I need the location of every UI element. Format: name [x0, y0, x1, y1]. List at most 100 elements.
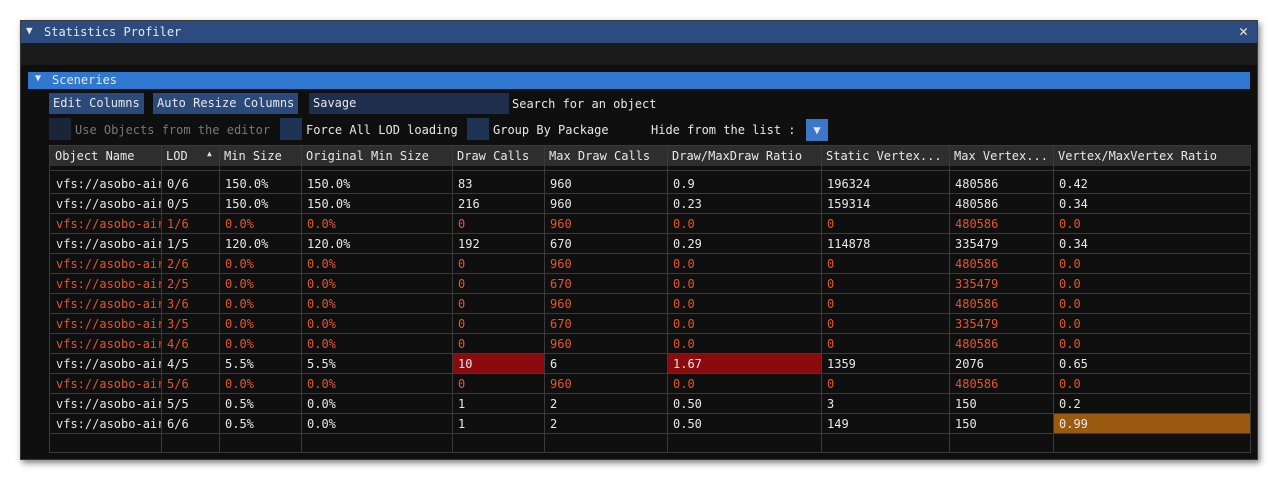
- table-cell: 0.9: [673, 177, 695, 191]
- table-cell: 335479: [955, 277, 999, 291]
- table-cell: 0.0%: [307, 337, 336, 351]
- button[interactable]: Auto Resize Columns: [153, 93, 299, 114]
- section-arrow: ▼: [35, 73, 42, 84]
- table-cell: 0.34: [1059, 237, 1088, 251]
- row-divider: [50, 233, 1250, 234]
- table-cell: 0: [827, 337, 835, 351]
- table-cell: 0.0%: [307, 297, 336, 311]
- hide-label: Hide from the list :: [651, 123, 796, 137]
- table-cell: 4/5: [167, 357, 189, 371]
- button[interactable]: Edit Columns: [49, 93, 144, 114]
- column-divider: [161, 146, 162, 452]
- column-divider: [821, 146, 822, 452]
- column-header[interactable]: Original Min Size: [306, 149, 429, 163]
- window: ▼ Statistics Profiler ✕ ▼ Sceneries Edit…: [20, 20, 1258, 460]
- table-cell: 335479: [955, 317, 999, 331]
- collapse-arrow[interactable]: ▼: [26, 24, 33, 37]
- table-cell: 83: [458, 177, 473, 191]
- column-header[interactable]: Static Vertex...: [826, 149, 942, 163]
- table-cell: 150: [955, 417, 977, 431]
- column-divider: [1053, 146, 1054, 452]
- row-divider: [50, 253, 1250, 254]
- column-divider: [301, 146, 302, 452]
- table-cell: vfs://asobo-air: [56, 257, 161, 271]
- table-cell: 192: [458, 237, 480, 251]
- column-header[interactable]: Min Size: [224, 149, 282, 163]
- table-cell: vfs://asobo-air: [56, 337, 161, 351]
- checkbox-label: Use Objects from the editor: [75, 123, 271, 137]
- checkbox[interactable]: [467, 118, 489, 140]
- checkbox[interactable]: [280, 118, 302, 140]
- column-divider: [667, 146, 668, 452]
- table-cell: 0.0%: [307, 417, 336, 431]
- table-cell: 670: [550, 317, 572, 331]
- table-cell: 2: [550, 397, 558, 411]
- row-divider: [50, 273, 1250, 274]
- table-cell: 480586: [955, 257, 999, 271]
- table-cell: vfs://asobo-air: [56, 297, 161, 311]
- table-cell: 0: [827, 277, 835, 291]
- table-cell: 480586: [955, 217, 999, 231]
- table-cell: 5/5: [167, 397, 189, 411]
- table-cell: 0.0: [673, 297, 695, 311]
- table-cell: vfs://asobo-air: [56, 417, 161, 431]
- row-divider: [50, 313, 1250, 314]
- checkbox[interactable]: [49, 118, 71, 140]
- checkbox-label: Group By Package: [493, 123, 609, 137]
- table-cell: 150.0%: [307, 177, 351, 191]
- table-cell: 0: [458, 277, 466, 291]
- column-header[interactable]: Draw Calls: [457, 149, 530, 163]
- row-divider: [50, 333, 1250, 334]
- table-cell: 0.0: [1059, 217, 1081, 231]
- table-cell: vfs://asobo-air: [56, 237, 161, 251]
- table-cell: 0.5%: [225, 417, 254, 431]
- close-button[interactable]: ✕: [1239, 22, 1249, 40]
- table: Object Name LOD Min Size Original Min Size D…: [49, 145, 1251, 453]
- table-cell: 2/6: [167, 257, 189, 271]
- table-cell: 2: [550, 417, 558, 431]
- column-header[interactable]: Max Vertex...: [954, 149, 1048, 163]
- table-cell: 0: [827, 257, 835, 271]
- table-cell: 0.0: [673, 337, 695, 351]
- table-cell: 196324: [827, 177, 871, 191]
- search-input[interactable]: Savage: [309, 93, 509, 114]
- table-cell: 0.0%: [307, 397, 336, 411]
- table-cell: 120.0%: [307, 237, 351, 251]
- column-header[interactable]: Vertex/MaxVertex Ratio: [1058, 149, 1217, 163]
- table-cell: 10: [453, 354, 544, 374]
- row-divider: [50, 373, 1250, 374]
- table-cell: 2/5: [167, 277, 189, 291]
- search-label: Search for an object: [512, 97, 657, 111]
- table-cell: 6: [550, 357, 558, 371]
- table-cell: 0.0%: [307, 317, 336, 331]
- section-title: Sceneries: [52, 73, 118, 87]
- column-header[interactable]: Draw/MaxDraw Ratio: [672, 149, 803, 163]
- row-divider: [50, 293, 1250, 294]
- table-cell: 150.0%: [225, 197, 269, 211]
- table-cell: 960: [550, 337, 572, 351]
- table-cell: 0.5%: [225, 397, 254, 411]
- dropdown-button[interactable]: ▼: [806, 119, 828, 141]
- table-cell: 1.67: [668, 354, 821, 374]
- column-divider: [452, 146, 453, 452]
- column-header[interactable]: Max Draw Calls: [549, 149, 651, 163]
- table-cell: 480586: [955, 297, 999, 311]
- table-cell: 120.0%: [225, 237, 269, 251]
- table-cell: 0.42: [1059, 177, 1088, 191]
- header-row: [50, 146, 1250, 166]
- row-divider: [50, 393, 1250, 394]
- table-cell: 6/6: [167, 417, 189, 431]
- row-divider: [50, 193, 1250, 194]
- column-divider: [544, 146, 545, 452]
- table-cell: 0.34: [1059, 197, 1088, 211]
- table-cell: 0.0: [673, 377, 695, 391]
- table-cell: 0: [458, 217, 466, 231]
- column-header[interactable]: Object Name: [55, 149, 135, 163]
- column-header[interactable]: LOD: [166, 149, 188, 163]
- row-divider: [50, 353, 1250, 354]
- table-cell: 480586: [955, 197, 999, 211]
- table-cell: 335479: [955, 237, 999, 251]
- table-cell: 0: [827, 297, 835, 311]
- section-header[interactable]: ▼ Sceneries: [28, 72, 1250, 89]
